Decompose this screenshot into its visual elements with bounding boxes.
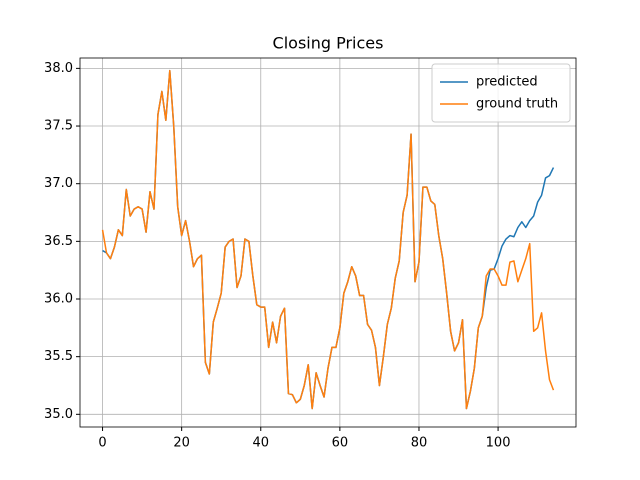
legend-box [431,63,571,123]
x-tick-label: 100 [486,436,511,451]
y-tick-label: 35.0 [44,407,73,422]
y-tick-label: 36.5 [44,234,73,249]
y-tick-label: 37.5 [44,119,73,134]
x-tick-label: 40 [252,436,269,451]
x-tick-label: 0 [98,436,106,451]
y-tick-label: 35.5 [44,349,73,364]
y-tick-label: 37.0 [44,176,73,191]
x-tick-label: 20 [173,436,190,451]
x-tick-label: 60 [332,436,349,451]
legend-label: ground truth [476,97,558,112]
y-tick-label: 36.0 [44,292,73,307]
x-tick-label: 80 [411,436,428,451]
plot-frame [79,57,577,428]
y-tick-label: 38.0 [44,61,73,76]
legend-label: predicted [476,75,538,90]
data-line [101,69,555,410]
chart-title: Closing Prices [273,34,384,53]
